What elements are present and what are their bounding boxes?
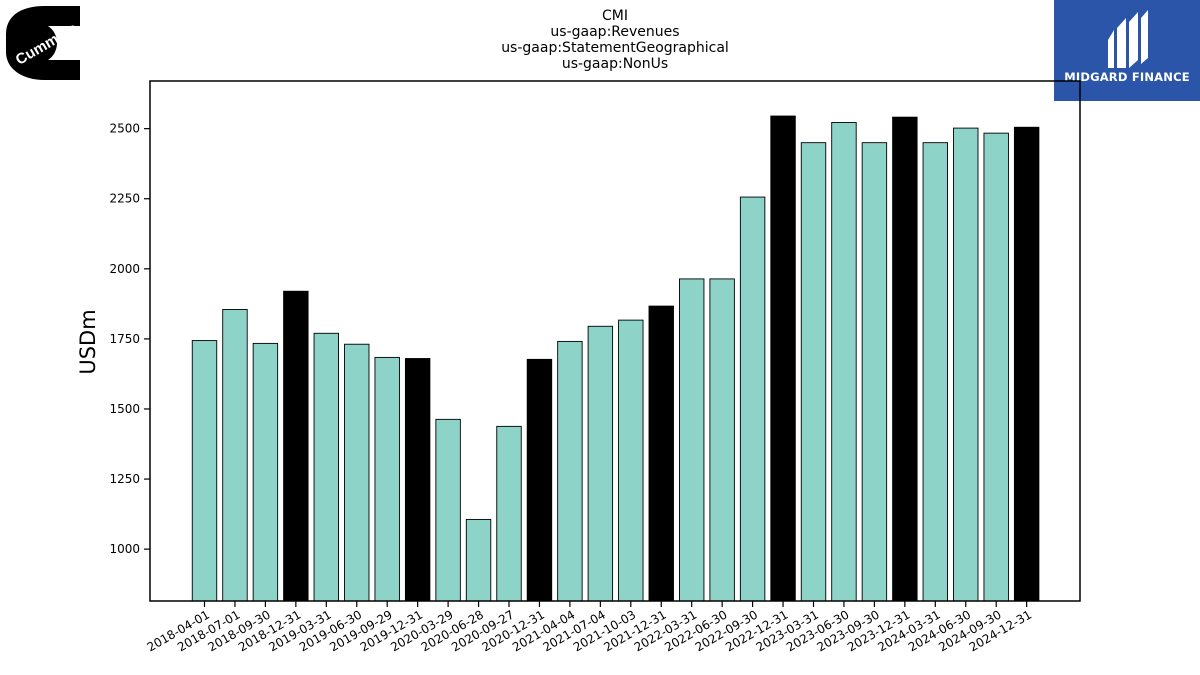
midgard-mark-icon bbox=[1108, 10, 1148, 68]
bar bbox=[709, 278, 735, 602]
bar bbox=[800, 142, 827, 602]
bar bbox=[313, 332, 339, 602]
y-tick-label: 1250 bbox=[109, 472, 140, 486]
bar bbox=[648, 305, 674, 602]
chart-title-line: us-gaap:NonUs bbox=[562, 56, 668, 72]
y-tick-label: 1000 bbox=[109, 542, 140, 556]
y-tick-label: 1500 bbox=[109, 402, 140, 416]
bar bbox=[587, 325, 614, 602]
bar bbox=[1013, 126, 1040, 602]
midgard-finance-logo: MIDGARD FINANCE bbox=[1054, 0, 1200, 101]
plot-area-frame bbox=[149, 80, 1081, 602]
bar bbox=[861, 142, 888, 602]
bar bbox=[922, 142, 948, 602]
y-axis-label: USDm bbox=[76, 309, 100, 374]
bar bbox=[344, 343, 370, 602]
bar bbox=[435, 418, 461, 602]
bar bbox=[770, 115, 796, 602]
y-axis-ticks: 1000 1250 1500 1750 2000 2250 2500 bbox=[109, 122, 150, 556]
y-tick-label: 2500 bbox=[109, 122, 140, 136]
chart-title-line: CMI bbox=[602, 8, 628, 24]
bar bbox=[679, 278, 705, 602]
bar bbox=[526, 358, 553, 602]
bar bbox=[374, 356, 400, 602]
bar bbox=[222, 309, 248, 602]
chart-title: CMIus-gaap:Revenuesus-gaap:StatementGeog… bbox=[501, 8, 729, 72]
bar bbox=[831, 122, 857, 602]
bar bbox=[557, 340, 583, 602]
bar bbox=[496, 425, 522, 602]
bar bbox=[892, 116, 918, 602]
chart-title-line: us-gaap:StatementGeographical bbox=[501, 40, 729, 56]
bar bbox=[618, 319, 644, 602]
bars bbox=[191, 115, 1040, 602]
bar bbox=[465, 518, 492, 602]
bar bbox=[404, 358, 431, 602]
bar bbox=[739, 196, 766, 602]
bar bbox=[252, 342, 279, 602]
chart-title-line: us-gaap:Revenues bbox=[550, 24, 679, 40]
bar bbox=[283, 290, 309, 602]
x-axis-ticks: 2018-04-012018-07-012018-09-302018-12-31… bbox=[145, 601, 1034, 654]
cummins-logo: Cummins bbox=[4, 4, 88, 82]
midgard-logo-text: MIDGARD FINANCE bbox=[1064, 70, 1190, 84]
bar bbox=[983, 132, 1009, 602]
y-tick-label: 2000 bbox=[109, 262, 140, 276]
bar bbox=[191, 340, 218, 602]
bar bbox=[953, 127, 979, 602]
y-tick-label: 2250 bbox=[109, 192, 140, 206]
y-tick-label: 1750 bbox=[109, 332, 140, 346]
